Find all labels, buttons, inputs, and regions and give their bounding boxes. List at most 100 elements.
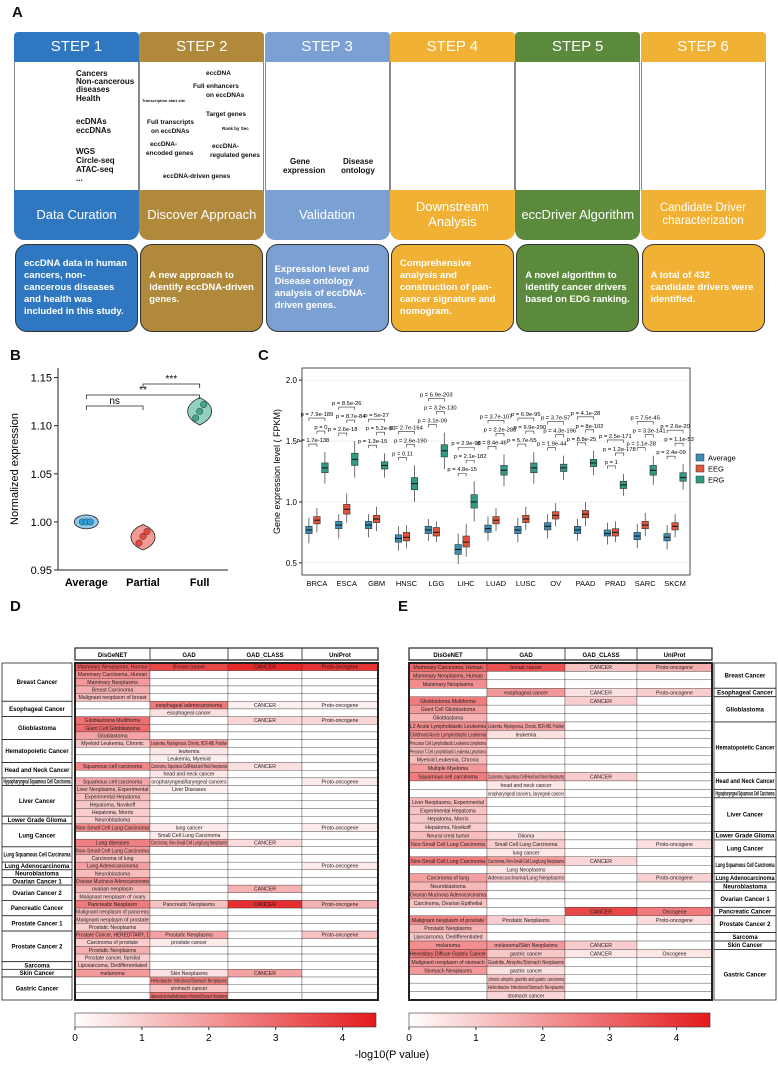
comparison-bracket — [368, 444, 377, 449]
cell-text: Carcinoma, Non-Small-Cell Lung/Lung Neop… — [488, 859, 564, 865]
cell-text: breast cancer — [510, 665, 542, 671]
empty-cell — [486, 814, 566, 824]
empty-cell — [486, 890, 566, 900]
empty-cell — [227, 907, 303, 916]
empty-cell — [227, 961, 303, 970]
x-tick-label: OV — [550, 579, 561, 588]
empty-cell — [564, 898, 638, 908]
empty-cell — [227, 877, 303, 886]
cell-text: Carcinoma of prostate — [87, 940, 138, 946]
step-header: STEP 3 — [264, 32, 390, 62]
data-point — [139, 532, 147, 540]
cell-text: Multiple Myeloma — [428, 766, 468, 772]
column-header: UniProt — [329, 653, 351, 659]
empty-cell — [227, 854, 303, 863]
empty-cell — [149, 915, 229, 924]
x-tick-label: SKCM — [664, 579, 686, 588]
empty-cell — [636, 780, 713, 790]
x-tick-label: ESCA — [337, 579, 357, 588]
cell-text: CANCER — [254, 764, 276, 770]
box — [603, 529, 611, 537]
empty-cell — [636, 730, 713, 740]
step-text: on eccDNAs — [151, 128, 190, 135]
empty-cell — [227, 953, 303, 962]
empty-cell — [636, 696, 713, 706]
group-label: Lung Adenocarcinoma — [716, 876, 776, 882]
y-tick-label: 0.5 — [286, 559, 298, 568]
p-value-label: p = 1.9e-44 — [537, 442, 567, 448]
cell-text: Liposarcoma, Dedifferentiated — [78, 963, 147, 969]
group-label: Skin Cancer — [20, 971, 55, 977]
empty-cell — [486, 763, 566, 773]
column-header: UniProt — [664, 653, 686, 659]
p-value-label: p = 3.1e-09 — [418, 419, 448, 425]
group-label: Skin Cancer — [728, 943, 763, 949]
cell-text: oropharyngeal cancers, laryngeal cancer — [488, 791, 564, 797]
empty-cell — [636, 865, 713, 874]
p-value-label: p = 0 — [314, 425, 327, 431]
cell-text: leukemia — [179, 749, 200, 755]
significance-bracket — [142, 383, 201, 388]
data-point — [196, 407, 204, 415]
box — [462, 535, 470, 548]
colorbar — [408, 1012, 711, 1028]
cell-text: CANCER — [590, 775, 612, 781]
cell-text: CANCER — [254, 971, 276, 977]
colorbar-tick-label: 4 — [340, 1033, 346, 1044]
empty-cell — [564, 966, 638, 975]
cell-text: Helicobacter Infections/Stomach Neoplasm… — [151, 979, 227, 985]
cell-text: Malignant neoplasm of prostate — [76, 917, 148, 923]
empty-cell — [74, 976, 151, 985]
cell-text: L2 Acute Lymphoblastic Leukemia — [410, 724, 486, 730]
comparison-bracket — [636, 421, 654, 425]
cell-text: Mammary Neoplasms, Human — [77, 665, 147, 671]
step-text: regulated genes — [210, 152, 260, 159]
empty-cell — [564, 848, 638, 857]
step-body — [264, 62, 390, 190]
cell-text: Proto-oncogene — [656, 876, 693, 882]
empty-cell — [486, 713, 566, 723]
step-body — [515, 62, 641, 190]
p-value-label: p = 5.7e-55 — [507, 438, 537, 444]
comparison-bracket — [577, 442, 586, 446]
x-tick-label: Full — [190, 577, 210, 589]
cell-text: Myeloid Leukemia, Chronic — [417, 758, 480, 764]
empty-cell — [301, 770, 379, 779]
group-label: Ovarian Cancer 1 — [720, 897, 770, 903]
p-value-label: p = 4.3e-196 — [543, 429, 576, 435]
empty-cell — [301, 685, 379, 694]
empty-cell — [227, 739, 303, 748]
step-body — [389, 62, 515, 190]
colorbar-tick-label: 2 — [206, 1033, 212, 1044]
group-label: Prostate Cancer 1 — [11, 921, 63, 927]
group-label: Lung Squamous Cell Carcinoma — [4, 852, 71, 858]
group-label: Lower Grade Glioma — [716, 834, 775, 840]
step-text: on eccDNAs — [206, 92, 245, 99]
step-text: Gene — [290, 157, 311, 166]
group-label: Prostate Cancer 2 — [11, 944, 63, 950]
cell-text: Hepatoma, Morris — [92, 810, 134, 816]
empty-cell — [486, 738, 566, 748]
group-label: Breast Cancer — [17, 680, 58, 686]
step-description: A novel algorithm to identify cancer dri… — [516, 244, 640, 332]
empty-cell — [74, 831, 151, 840]
cell-text: Pancreatic Neoplasms — [163, 902, 215, 908]
cell-text: Proto-oncogene — [322, 825, 359, 831]
cell-text: ovarian neoplasm — [92, 887, 133, 893]
group-box — [713, 721, 777, 773]
y-tick-label: 1.0 — [286, 498, 298, 507]
empty-cell — [301, 992, 379, 1001]
cell-text: stomach cancer — [171, 986, 208, 992]
empty-cell — [227, 823, 303, 832]
empty-cell — [301, 731, 379, 740]
cell-text: Glioblastoma — [433, 716, 463, 722]
panel-label: E — [398, 598, 409, 615]
p-value-label: p = 1.1e-28 — [626, 442, 656, 448]
group-box — [713, 662, 777, 689]
empty-cell — [636, 822, 713, 832]
legend-swatch — [695, 475, 705, 484]
comparison-bracket — [547, 421, 564, 425]
step-text: encoded genes — [146, 150, 194, 157]
cell-text: Proto-oncogene — [656, 690, 693, 696]
p-value-label: p = 2.7e-164 — [390, 425, 423, 431]
